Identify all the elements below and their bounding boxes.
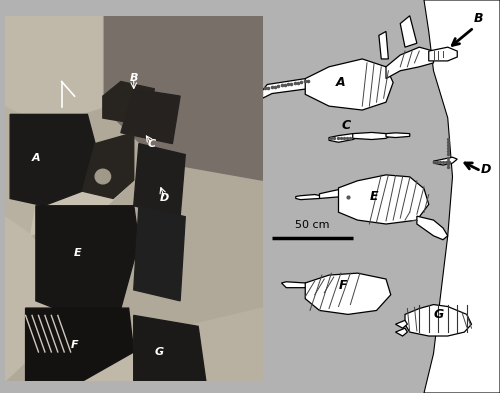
- Polygon shape: [429, 47, 457, 61]
- Polygon shape: [44, 326, 146, 381]
- Polygon shape: [10, 114, 95, 206]
- Polygon shape: [103, 81, 154, 125]
- Polygon shape: [386, 47, 434, 79]
- Polygon shape: [282, 282, 310, 288]
- Text: B: B: [130, 73, 138, 83]
- Polygon shape: [386, 133, 410, 138]
- Ellipse shape: [95, 169, 110, 184]
- Polygon shape: [26, 308, 134, 381]
- Polygon shape: [134, 143, 185, 217]
- Polygon shape: [296, 195, 324, 200]
- Text: B: B: [474, 12, 484, 25]
- Text: F: F: [339, 279, 347, 292]
- Text: D: D: [480, 163, 491, 176]
- Polygon shape: [5, 107, 70, 235]
- Polygon shape: [134, 206, 185, 301]
- Polygon shape: [417, 216, 448, 240]
- Polygon shape: [5, 16, 103, 125]
- Text: A: A: [32, 153, 40, 163]
- Polygon shape: [36, 206, 139, 319]
- Polygon shape: [134, 316, 206, 381]
- Text: 50 cm: 50 cm: [295, 220, 330, 230]
- Text: C: C: [148, 139, 156, 149]
- Polygon shape: [353, 132, 391, 140]
- Polygon shape: [434, 157, 457, 165]
- Text: G: G: [433, 309, 444, 321]
- Polygon shape: [424, 0, 500, 393]
- Polygon shape: [400, 16, 417, 47]
- Text: F: F: [70, 340, 78, 350]
- Polygon shape: [146, 308, 262, 381]
- Polygon shape: [5, 217, 57, 381]
- Text: D: D: [160, 193, 170, 204]
- Polygon shape: [103, 16, 262, 180]
- Polygon shape: [82, 133, 134, 198]
- Polygon shape: [31, 143, 134, 235]
- Polygon shape: [329, 134, 358, 142]
- Text: G: G: [155, 347, 164, 357]
- Polygon shape: [379, 31, 388, 59]
- Polygon shape: [262, 79, 315, 98]
- Polygon shape: [405, 305, 471, 336]
- Polygon shape: [396, 328, 407, 336]
- Polygon shape: [305, 273, 391, 314]
- Polygon shape: [396, 320, 407, 328]
- Polygon shape: [121, 89, 180, 143]
- Polygon shape: [320, 189, 343, 198]
- Text: C: C: [341, 119, 350, 132]
- Text: E: E: [370, 191, 378, 204]
- Polygon shape: [305, 59, 393, 110]
- Text: E: E: [74, 248, 81, 258]
- Polygon shape: [338, 175, 429, 224]
- Text: A: A: [336, 77, 345, 90]
